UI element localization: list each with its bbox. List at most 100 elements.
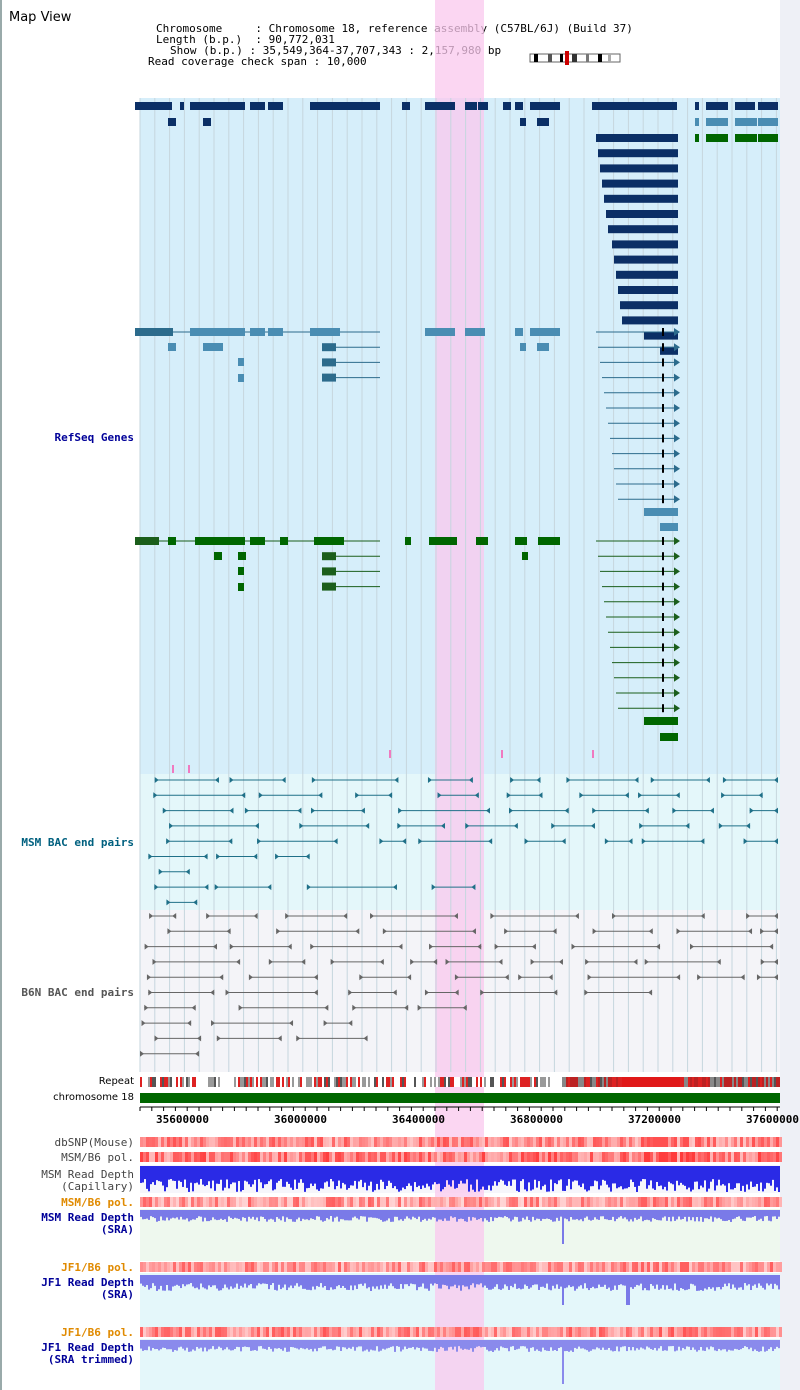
read-depth-bar (658, 1166, 660, 1187)
repeat-block (634, 1077, 636, 1087)
heat-cell (677, 1197, 680, 1207)
heat-cell (347, 1327, 350, 1337)
read-depth-bar (564, 1340, 566, 1352)
msm-b6-pol-label[interactable]: MSM/B6 pol. (61, 1151, 134, 1164)
jf1-read-depth-trimmed-label[interactable]: JF1 Read Depth (41, 1341, 134, 1354)
read-depth-bar (536, 1275, 538, 1285)
read-depth-bar (732, 1166, 734, 1190)
read-depth-bar (648, 1210, 650, 1221)
read-depth-bar (680, 1340, 682, 1351)
repeat-block (692, 1077, 694, 1087)
dbsnp-track-label[interactable]: dbSNP(Mouse) (54, 1136, 134, 1149)
read-depth-bar (188, 1166, 190, 1192)
read-depth-bar (728, 1210, 730, 1221)
read-depth-bar (236, 1340, 238, 1347)
gene-feature (190, 328, 245, 336)
msm-b6-pol-label-2[interactable]: MSM/B6 pol. (61, 1196, 134, 1209)
coverage-label: Read coverage check span (148, 55, 307, 68)
repeat-block (198, 1077, 200, 1087)
heat-cell (413, 1152, 416, 1162)
b6n-bac-track-label[interactable]: B6N BAC end pairs (21, 986, 134, 999)
heat-cell (386, 1197, 389, 1207)
repeat-block (484, 1077, 486, 1087)
read-depth-bar (692, 1340, 694, 1348)
heat-cell (383, 1327, 386, 1337)
repeat-block (576, 1077, 578, 1087)
read-depth-bar (736, 1340, 738, 1350)
read-depth-bar (470, 1275, 472, 1286)
repeat-block (430, 1077, 432, 1087)
heat-cell (299, 1327, 302, 1337)
read-depth-bar (702, 1275, 704, 1291)
heat-cell (161, 1197, 164, 1207)
read-depth-bar (246, 1166, 248, 1182)
read-depth-bar (500, 1166, 502, 1180)
repeat-block (188, 1077, 190, 1087)
heat-cell (452, 1152, 455, 1162)
read-depth-bar (226, 1210, 228, 1222)
read-depth-bar (362, 1166, 364, 1188)
read-depth-bar (712, 1210, 714, 1222)
read-depth-bar (228, 1166, 230, 1189)
bac-end-marker (324, 1004, 329, 1011)
axis-tick-label: 36400000 (392, 1113, 445, 1126)
heat-cell (686, 1137, 689, 1147)
read-depth-bar (280, 1340, 282, 1350)
bac-end-marker (656, 943, 661, 950)
refseq-track-label[interactable]: RefSeq Genes (54, 431, 134, 444)
bac-end-marker (774, 928, 778, 935)
read-depth-bar (572, 1166, 574, 1182)
read-depth-bar (616, 1210, 618, 1219)
read-depth-bar (488, 1275, 490, 1290)
read-depth-bar (586, 1340, 588, 1351)
read-depth-bar (658, 1340, 660, 1349)
repeat-block (760, 1077, 762, 1087)
read-depth-bar (748, 1210, 750, 1218)
heat-cell (761, 1197, 764, 1207)
heat-cell (566, 1262, 569, 1272)
heat-cell (293, 1137, 296, 1147)
jf1-b6-pol-label[interactable]: JF1/B6 pol. (61, 1261, 134, 1274)
read-depth-bar (180, 1210, 182, 1217)
transcript-exon (662, 434, 664, 443)
heat-cell (428, 1327, 431, 1337)
read-depth-bar (156, 1275, 158, 1291)
jf1-b6-pol-label-2[interactable]: JF1/B6 pol. (61, 1326, 134, 1339)
heat-cell (728, 1197, 731, 1207)
read-depth-bar (574, 1210, 576, 1220)
bac-end-marker (433, 958, 438, 965)
heat-cell (347, 1262, 350, 1272)
read-depth-bar (738, 1340, 740, 1350)
msm-read-depth-capillary-label[interactable]: MSM Read Depth (41, 1168, 134, 1181)
bac-end-marker (592, 928, 597, 935)
heat-cell (752, 1327, 755, 1337)
heat-cell (170, 1152, 173, 1162)
msm-read-depth-sra-label[interactable]: MSM Read Depth (41, 1211, 134, 1224)
read-depth-bar (342, 1275, 344, 1286)
heat-cell (437, 1327, 440, 1337)
repeat-block (712, 1077, 714, 1087)
heat-cell (434, 1197, 437, 1207)
read-depth-bar (446, 1166, 448, 1181)
heat-cell (758, 1197, 761, 1207)
read-depth-bar (446, 1340, 448, 1351)
repeat-block (738, 1077, 740, 1087)
read-depth-bar (258, 1275, 260, 1284)
bac-end-marker (774, 974, 778, 981)
bac-end-marker (548, 974, 553, 981)
repeat-block (722, 1077, 724, 1087)
heat-cell (434, 1327, 437, 1337)
read-depth-bar (448, 1166, 450, 1185)
heat-cell (626, 1262, 629, 1272)
read-depth-bar (636, 1210, 638, 1220)
jf1-read-depth-sra-label[interactable]: JF1 Read Depth (41, 1276, 134, 1289)
read-depth-bar (578, 1275, 580, 1287)
read-depth-bar (300, 1340, 302, 1348)
repeat-block (620, 1077, 622, 1087)
heat-cell (470, 1327, 473, 1337)
read-depth-bar (270, 1340, 272, 1349)
read-depth-bar (642, 1275, 644, 1291)
msm-bac-track-label[interactable]: MSM BAC end pairs (21, 836, 134, 849)
read-depth-bar (620, 1275, 622, 1285)
